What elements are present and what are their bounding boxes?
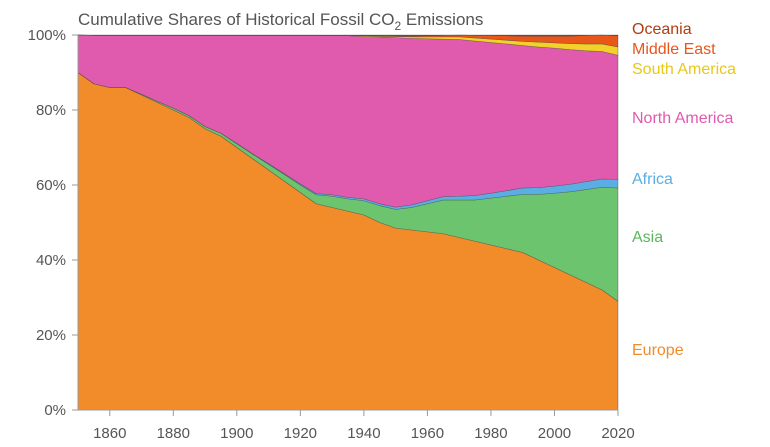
x-tick-label: 2020 xyxy=(601,425,634,442)
legend-label-oceania: Oceania xyxy=(632,21,692,38)
legend-label-south-america: South America xyxy=(632,61,736,78)
x-tick-label: 1880 xyxy=(157,425,190,442)
y-tick-label: 60% xyxy=(36,177,66,194)
y-tick-label: 100% xyxy=(28,27,66,44)
chart-title-rest: Emissions xyxy=(401,10,483,29)
x-tick-label: 1980 xyxy=(474,425,507,442)
chart-title-main: Cumulative Shares of Historical Fossil C… xyxy=(78,10,394,29)
x-tick-label: 1860 xyxy=(93,425,126,442)
x-tick-label: 1920 xyxy=(284,425,317,442)
legend: Oceania Middle East South America North Ame… xyxy=(632,21,736,359)
chart-title: Cumulative Shares of Historical Fossil C… xyxy=(78,10,483,33)
legend-label-north-america: North America xyxy=(632,110,733,127)
area-oceania xyxy=(77,34,619,37)
x-tick-label: 1960 xyxy=(411,425,444,442)
axes xyxy=(72,34,619,416)
chart-title-subscript: 2 xyxy=(394,19,401,33)
legend-label-africa: Africa xyxy=(632,171,673,188)
x-tick-label: 2000 xyxy=(538,425,571,442)
y-tick-label: 20% xyxy=(36,327,66,344)
area-layers xyxy=(77,34,619,411)
legend-label-middle-east: Middle East xyxy=(632,41,716,58)
y-tick-label: 80% xyxy=(36,102,66,119)
y-tick-labels: 0% 20% 40% 60% 80% 100% xyxy=(28,27,66,419)
x-tick-label: 1940 xyxy=(347,425,380,442)
legend-label-europe: Europe xyxy=(632,342,684,359)
legend-label-asia: Asia xyxy=(632,229,663,246)
y-tick-label: 0% xyxy=(44,402,66,419)
y-tick-label: 40% xyxy=(36,252,66,269)
x-tick-labels: 1860 1880 1900 1920 1940 1960 1980 2000 2020 xyxy=(93,425,635,442)
x-tick-label: 1900 xyxy=(220,425,253,442)
